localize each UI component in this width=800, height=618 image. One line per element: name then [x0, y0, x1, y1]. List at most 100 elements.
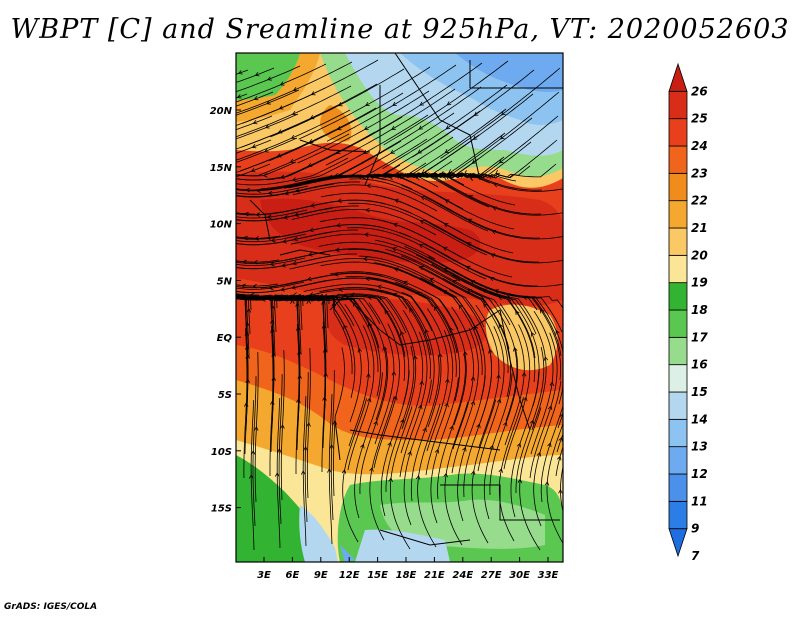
lat-tick-label: 10N	[210, 220, 233, 231]
streamline-arrow	[292, 260, 297, 266]
streamline-arrow	[413, 355, 418, 360]
streamline-arrow	[467, 289, 472, 294]
streamline-arrow	[470, 376, 476, 381]
streamline-arrow	[300, 470, 306, 475]
colorbar-label: 18	[691, 303, 708, 317]
streamline-arrow	[539, 308, 545, 314]
lat-tick-label: 10S	[211, 447, 232, 458]
colorbar-label: 13	[691, 440, 708, 454]
country-borders	[249, 53, 563, 546]
streamline-arrow	[400, 418, 405, 424]
streamline-arrow	[250, 450, 256, 455]
chart-title: WBPT [C] and Sreamline at 925hPa, VT: 20…	[10, 14, 790, 45]
axis-ticks: 20N 15N 10N 5N EQ 5S 10S 15S 3E 6E 9E 12E 15E 18E 21E 2…	[210, 106, 559, 581]
streamline-arrow	[294, 212, 299, 217]
streamline	[540, 404, 563, 503]
streamline-arrow	[487, 174, 493, 180]
streamline-arrow	[472, 135, 478, 140]
streamline-arrow	[500, 111, 506, 116]
lon-tick-label: 9E	[314, 570, 328, 581]
streamline-arrow	[270, 400, 275, 405]
streamline-arrow	[369, 466, 374, 472]
streamline-arrow	[366, 372, 371, 378]
streamline-arrow	[489, 276, 495, 282]
streamline-arrow	[362, 149, 368, 154]
streamline-arrow	[334, 247, 340, 252]
streamline-arrow	[252, 120, 258, 125]
streamline-arrow	[253, 96, 259, 101]
streamline-arrow	[267, 76, 272, 81]
streamline-arrow	[264, 148, 269, 153]
colorbar-label: 22	[691, 194, 708, 208]
colorbar-label: 20	[691, 248, 708, 262]
streamline-arrow	[419, 380, 424, 385]
colorbar-label: 21	[691, 221, 708, 235]
lat-tick-label: 15S	[211, 504, 232, 515]
streamline	[236, 185, 309, 195]
streamline-arrow	[483, 302, 488, 308]
streamline-arrow	[277, 448, 282, 453]
colorbar-segment	[668, 172, 688, 202]
streamline-arrow	[424, 329, 429, 334]
lon-tick-label: 12E	[339, 570, 360, 581]
colorbar-label: 7	[691, 549, 700, 563]
streamline-arrow	[357, 347, 362, 353]
streamline-arrow	[449, 327, 454, 332]
streamline-arrow	[448, 169, 453, 174]
streamline-arrow	[474, 325, 479, 331]
lat-tick-label: 20N	[210, 106, 233, 117]
streamline-arrow	[465, 265, 471, 270]
streamline-arrow	[418, 244, 424, 249]
streamline-arrow	[470, 400, 476, 406]
streamline-arrow	[445, 378, 450, 383]
lon-tick-label: 6E	[286, 570, 300, 581]
streamline	[236, 137, 298, 163]
colorbar-segment	[668, 391, 688, 420]
colorbar-label: 12	[691, 467, 708, 481]
streamline-arrow	[489, 444, 494, 450]
streamline-arrow	[498, 323, 503, 329]
colorbar-segment	[668, 418, 688, 448]
streamline-arrow	[442, 290, 448, 295]
streamline-arrow	[254, 72, 260, 77]
streamline-arrow	[415, 474, 421, 480]
temperature-field	[236, 53, 563, 562]
streamline-arrow	[387, 441, 392, 447]
colorbar-label: 24	[691, 139, 708, 153]
streamline-arrow	[368, 322, 373, 328]
colorbar-label: 14	[691, 412, 708, 426]
streamline-arrow	[557, 455, 562, 461]
streamline	[557, 412, 563, 429]
streamline-arrow	[376, 284, 382, 290]
streamline-arrow	[466, 242, 472, 247]
streamline-arrow	[409, 307, 414, 313]
streamline	[236, 283, 279, 287]
streamline-arrow	[493, 183, 499, 188]
streamline-arrow	[391, 125, 396, 130]
streamline-arrow	[555, 329, 560, 335]
lon-tick-label: 3E	[257, 570, 271, 581]
lon-tick-label: 27E	[481, 570, 502, 581]
lat-tick-label: 15N	[210, 163, 233, 174]
colorbar-segment	[668, 336, 688, 366]
colorbar-label: 17	[691, 330, 708, 344]
streamline-arrow	[391, 370, 397, 376]
colorbar-segment	[668, 200, 688, 229]
streamline-arrow	[499, 135, 505, 140]
lon-tick-label: 21E	[424, 570, 445, 581]
streamline-arrow	[444, 199, 450, 204]
streamline-arrow	[392, 101, 397, 106]
streamline-arrow	[365, 207, 370, 213]
streamline-arrow	[503, 421, 508, 427]
colorbar-label: 16	[691, 358, 708, 372]
streamline-arrow	[341, 469, 347, 474]
colorbar-segment	[668, 473, 688, 502]
streamline-arrow	[407, 450, 412, 456]
streamline-arrow	[246, 308, 252, 313]
streamline-arrow	[558, 436, 563, 442]
streamline-arrow	[446, 101, 452, 106]
streamline-arrow	[382, 345, 387, 351]
streamline-arrow	[516, 442, 522, 448]
streamline-arrow	[443, 472, 448, 478]
streamline-arrow	[462, 446, 467, 452]
